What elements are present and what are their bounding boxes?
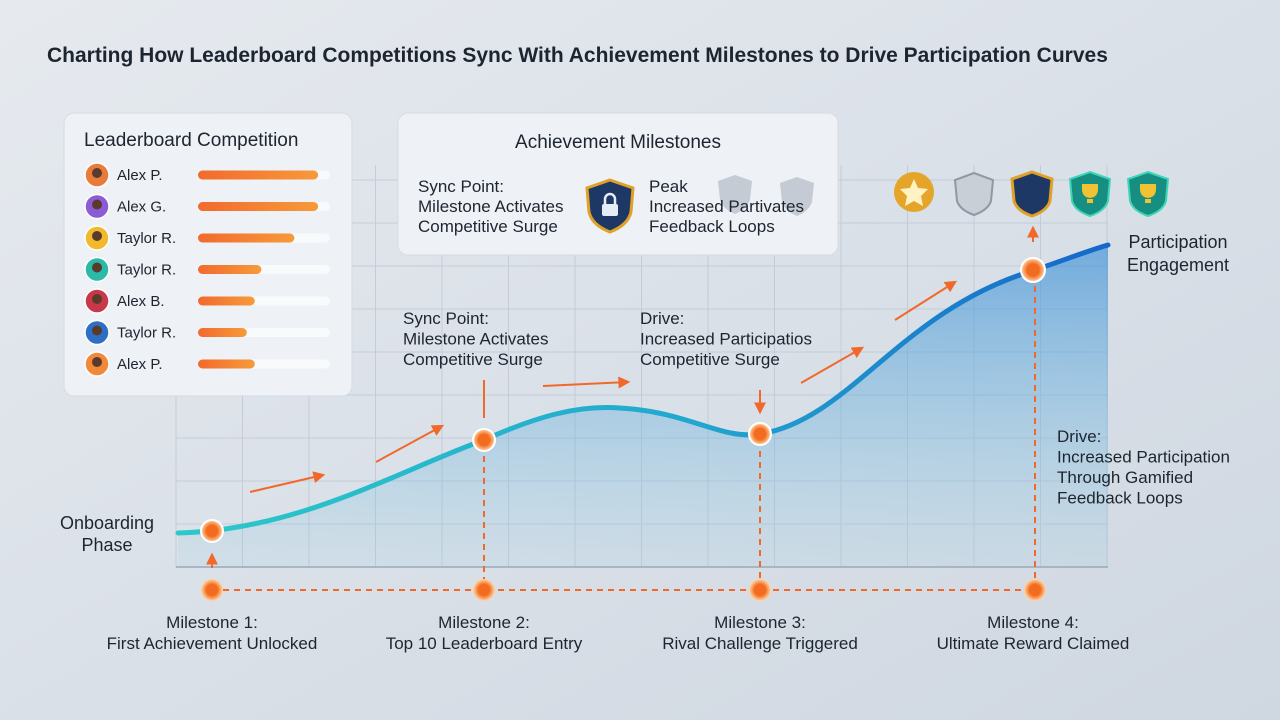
heading: Drive: [1057,427,1101,446]
heading: Sync Point: [418,177,504,196]
achievement-title: Achievement Milestones [515,132,721,153]
curve-start-label: Onboarding [60,513,154,533]
milestone-desc: First Achievement Unlocked [107,634,318,653]
line-text: Feedback Loops [1057,489,1183,508]
milestone-title: Milestone 3: [714,613,806,632]
avatar-face [92,231,102,241]
player-name: Taylor R. [117,262,176,279]
player-name: Alex B. [117,293,165,310]
line-text: Through Gamified [1057,468,1193,487]
milestone-title: Milestone 4: [987,613,1079,632]
score-bar [198,328,247,337]
area [178,245,1108,567]
leaderboard-panel [63,112,353,397]
heading: Sync Point: [403,309,489,328]
gray-badges [718,175,814,216]
curve-dots [200,257,1046,543]
dashed-links [212,275,1036,591]
curve-start-label: Phase [81,535,132,555]
avatar-face [92,325,102,336]
line-text: Competitive Surge [640,350,780,369]
line-text: Increased Partivates [649,197,804,216]
line-text: Increased Participation [1057,448,1230,467]
score-bar [198,233,295,243]
milestone-dots [201,579,1046,601]
score-bar [198,359,255,369]
player-name: Taylor R. [117,230,176,247]
score-bar [198,170,319,180]
player-name: Alex P. [117,167,163,184]
milestone-title: Milestone 1: [166,613,258,632]
score-bar [198,265,262,274]
score-bar [198,202,319,211]
milestone-desc: Top 10 Leaderboard Entry [386,634,583,653]
milestone-title: Milestone 2: [438,613,530,632]
heading: Drive: [640,309,684,328]
line-text: Increased Participatios [640,330,812,349]
avatar-face [92,262,102,273]
curve-end-label: Participation [1128,232,1227,252]
line-text: Feedback Loops [649,217,775,236]
line-text: Competitive Surge [403,350,543,369]
heading: Peak [649,177,688,196]
player-name: Taylor R. [117,325,176,342]
avatar-face [92,199,102,210]
player-name: Alex P. [117,356,163,373]
curve-end-label: Engagement [1127,255,1229,275]
line-text: Competitive Surge [418,217,558,236]
milestone-desc: Rival Challenge Triggered [662,634,858,653]
score-bar [198,296,255,306]
title: Charting How Leaderboard Competitions Sy… [47,44,1108,67]
avatar-face [92,357,102,367]
avatar-face [92,294,102,304]
curve [175,242,1111,536]
shield-icon [585,178,635,234]
milestone-desc: Ultimate Reward Claimed [937,634,1130,653]
badges [894,170,1170,218]
player-name: Alex G. [117,199,166,216]
line-text: Milestone Activates [418,197,564,216]
line-text: Milestone Activates [403,330,549,349]
leaderboard-title: Leaderboard Competition [84,130,298,151]
avatar-face [92,168,102,178]
